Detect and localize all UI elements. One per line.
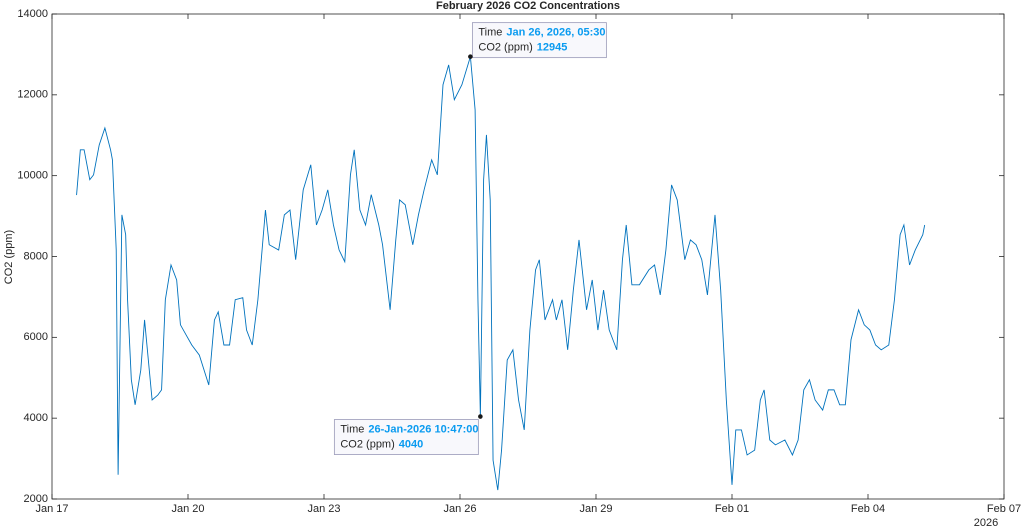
x-tick-label: Jan 23: [307, 503, 340, 515]
y-tick-label: 10000: [17, 170, 48, 182]
datatip-value: 4040: [399, 438, 423, 450]
y-tick-label: 4000: [24, 412, 48, 424]
datatip-value: 26-Jan-2026 10:47:00: [368, 423, 478, 435]
datatip-value: Jan 26, 2026, 05:30: [506, 27, 605, 39]
x-tick-label: Jan 29: [579, 503, 612, 515]
datatip-key: CO2 (ppm): [340, 438, 394, 450]
datatip-value: 12945: [537, 42, 568, 54]
y-tick-label: 12000: [17, 89, 48, 101]
y-axis-label: CO2 (ppm): [3, 230, 15, 284]
x-tick-label: Jan 26: [443, 503, 476, 515]
datatip-key: CO2 (ppm): [478, 42, 532, 54]
datatip-marker: [468, 54, 473, 59]
x-tick-label: Jan 20: [171, 503, 204, 515]
x-secondary-label: 2026: [974, 517, 998, 529]
datatip-line: CO2 (ppm) 4040: [340, 438, 423, 450]
datatip-line: Time 26-Jan-2026 10:47:00: [340, 423, 478, 435]
chart-title: February 2026 CO2 Concentrations: [436, 0, 620, 12]
datatip-box: [471, 22, 607, 59]
data-line: [76, 56, 926, 491]
y-tick-label: 8000: [24, 250, 48, 262]
y-tick-label: 6000: [24, 331, 48, 343]
y-tick-label: 2000: [24, 493, 48, 505]
x-tick-label: Feb 07: [987, 503, 1021, 515]
datatip-box: [333, 419, 479, 455]
datatip-marker: [478, 414, 483, 419]
x-tick-label: Jan 17: [35, 503, 68, 515]
datatip: Time Jan 26, 2026, 05:30 CO2 (ppm) 12945: [468, 22, 607, 59]
x-tick-label: Feb 01: [715, 503, 749, 515]
datatip-key: Time: [340, 423, 364, 435]
y-tick-label: 14000: [17, 8, 48, 20]
plot-area: [51, 13, 1005, 500]
datatip-line: CO2 (ppm) 12945: [478, 42, 567, 54]
datatip-line: Time Jan 26, 2026, 05:30: [478, 27, 605, 39]
datatip: Time 26-Jan-2026 10:47:00 CO2 (ppm) 4040: [333, 414, 483, 455]
datatip-key: Time: [478, 27, 502, 39]
x-tick-label: Feb 04: [851, 503, 885, 515]
